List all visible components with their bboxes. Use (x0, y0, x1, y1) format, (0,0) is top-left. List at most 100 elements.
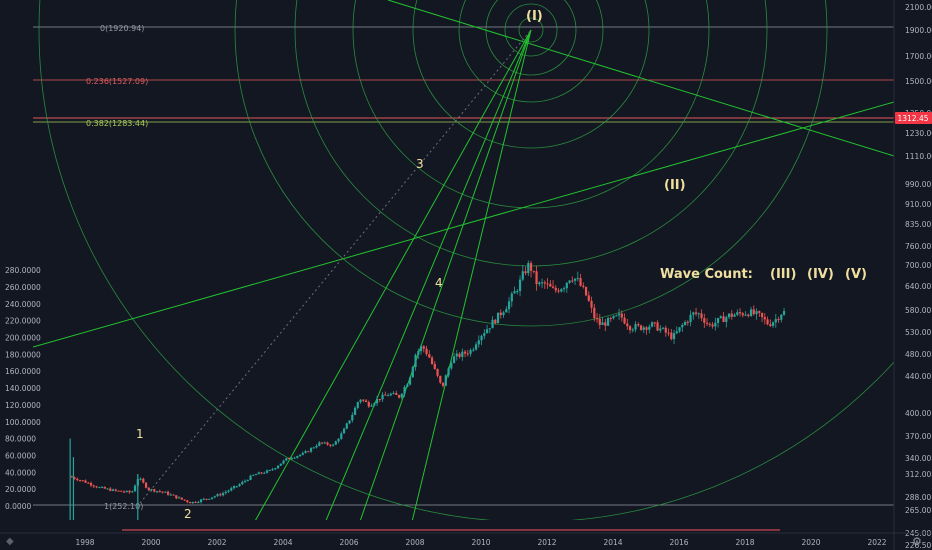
candle-body (320, 442, 324, 444)
candle-body (771, 322, 775, 326)
candle-body (232, 486, 236, 489)
candle-body (224, 491, 227, 494)
wave-labels: 1 2 3 4 (I) (II) Wave Count: (III) (IV) … (136, 9, 867, 521)
fib-arc (352, 0, 710, 209)
wave-label-4: 4 (435, 276, 443, 290)
candle-body (527, 263, 530, 274)
candle-body (584, 286, 588, 296)
candle-body (194, 501, 197, 503)
candle-body (485, 329, 489, 334)
candle-body (180, 497, 183, 500)
candle-body (386, 395, 390, 397)
left-axis-tick: 80.0000 (5, 435, 36, 444)
candle-body (582, 285, 585, 287)
candle-body (114, 489, 117, 491)
candle-body (496, 312, 500, 324)
candle-body (117, 490, 120, 492)
candle-body (169, 494, 172, 496)
candle-body (271, 469, 274, 471)
candle-body (122, 491, 126, 493)
candle-body (560, 289, 563, 292)
candle-body (719, 316, 722, 319)
fibonacci-retracement: 0(1920.94) 0.236(1527.09) 0.382(1283.44)… (33, 24, 894, 511)
candle-body (364, 400, 368, 402)
candle-body (667, 332, 670, 334)
wave-count-V: (V) (845, 267, 867, 282)
candle-body (623, 317, 626, 324)
candle-body (425, 348, 428, 355)
candle-body (463, 351, 467, 354)
candle-body (235, 486, 238, 488)
right-axis-tick: 480.00 (905, 350, 931, 359)
candle-body (661, 327, 665, 329)
candle-body (111, 489, 115, 491)
right-axis-tick: 400.00 (905, 409, 931, 418)
candle-body (221, 493, 225, 496)
candle-body (158, 491, 161, 493)
candle-body (257, 472, 260, 475)
candle-body (505, 309, 508, 313)
candle-body (502, 312, 505, 316)
candle-body (351, 414, 354, 421)
candle-body (197, 502, 200, 504)
gear-icon[interactable]: ⚙ (912, 536, 922, 548)
candle-body (705, 322, 709, 324)
time-axis[interactable]: 1998 2000 2002 2004 2006 2008 2010 2012 2014 2016… (75, 538, 886, 547)
left-axis-tick: 60.0000 (5, 451, 36, 460)
candle-body (131, 491, 134, 493)
candle-body (535, 271, 538, 285)
candle-body (642, 327, 645, 330)
candle-body (142, 478, 145, 483)
candle-body (359, 399, 362, 403)
candle-body (238, 484, 241, 487)
candle-body (782, 311, 786, 315)
fib-label-1: 1(252.10) (104, 502, 143, 511)
fan-line (255, 29, 532, 520)
candle-body (689, 314, 692, 323)
candle-body (540, 282, 544, 284)
wave-count-III: (III) (770, 267, 796, 282)
candle-body (318, 442, 321, 446)
candle-body (730, 313, 733, 317)
fib-label-0236: 0.236(1527.09) (86, 77, 148, 86)
x-axis-tick: 2010 (471, 538, 490, 547)
left-axis-tick: 180.0000 (5, 350, 41, 359)
candle-body (579, 278, 582, 286)
candle-body (439, 375, 442, 383)
candle-body (161, 491, 164, 493)
candle-body (659, 328, 662, 331)
candle-body (73, 477, 76, 479)
right-axis-tick: 226.50 (905, 541, 931, 550)
left-axis-tick: 160.0000 (5, 367, 41, 376)
candle-body (576, 278, 579, 280)
candle-body (738, 312, 742, 314)
candle-body (549, 283, 552, 287)
right-price-axis[interactable]: 2100.001900.001700.001500.001350.001230.… (905, 3, 932, 550)
candle-body (700, 313, 703, 319)
candle-body (254, 474, 258, 476)
candle-body (106, 488, 109, 490)
candle-body (733, 314, 736, 317)
wave-count-IV: (IV) (807, 267, 834, 282)
fib-arc (518, 17, 544, 43)
candle-body (78, 480, 82, 482)
candle-body (708, 323, 711, 325)
candle-body (155, 491, 159, 493)
candle-body (120, 490, 123, 492)
candle-body (331, 444, 335, 446)
candle-body (334, 441, 337, 445)
candle-body (188, 502, 192, 504)
trend-lines (33, 0, 894, 520)
wave-label-1: 1 (136, 427, 144, 441)
candle-body (752, 309, 755, 315)
right-axis-tick: 1500.00 (905, 77, 932, 86)
x-axis-tick: 1998 (75, 538, 94, 547)
candle-body (716, 318, 720, 323)
candle-body (780, 314, 783, 320)
candle-body (466, 353, 469, 355)
candle-body (428, 354, 431, 358)
left-price-axis[interactable]: 0.0000 20.0000 40.0000 60.0000 80.0000 100.00… (5, 266, 41, 511)
candle-body (744, 314, 747, 316)
candle-body (670, 332, 673, 340)
